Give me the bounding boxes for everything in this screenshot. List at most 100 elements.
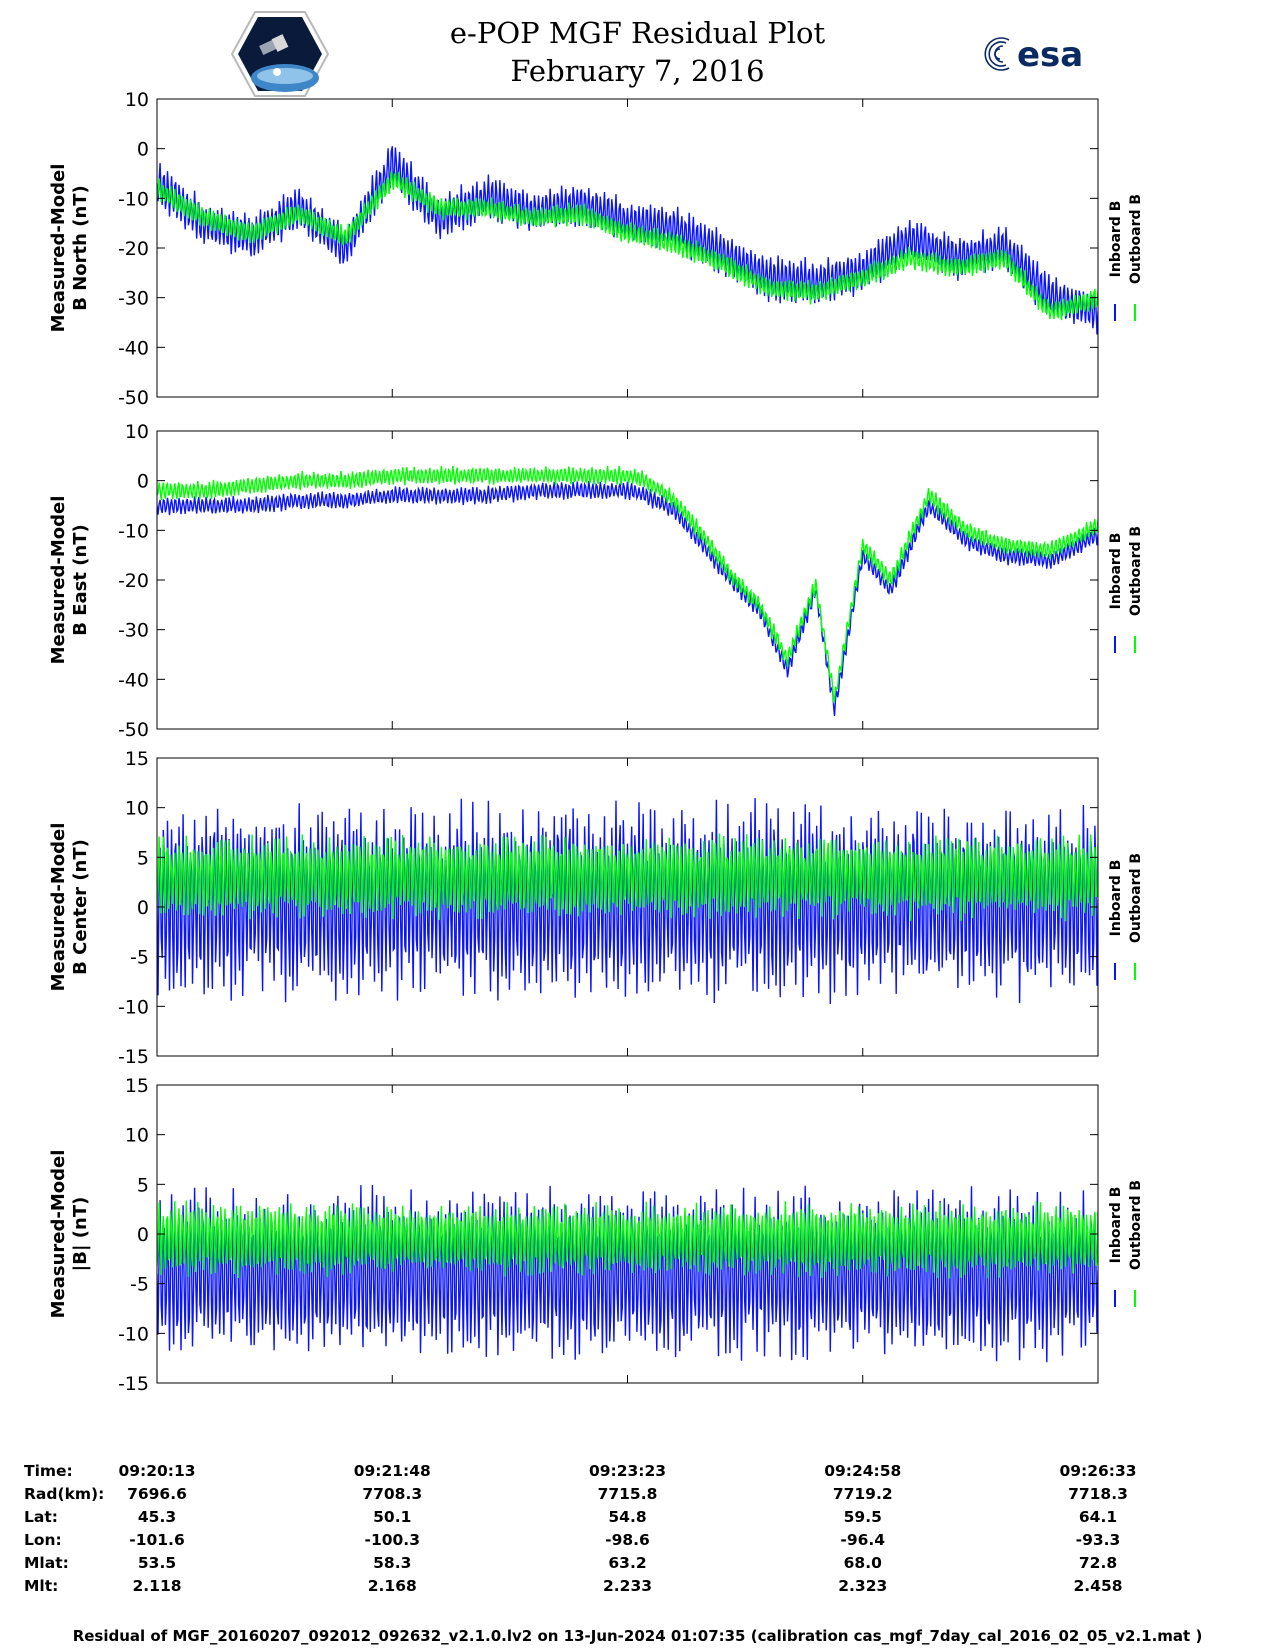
panel-4: 15 10 5 0 -5 -10 -15 Measured-Model|B| (nT) Inbo… (48, 1075, 1144, 1395)
info-row-label: Lon: (24, 1531, 62, 1549)
y-axis-label-line: |B| (nT) (70, 1197, 91, 1272)
info-cell: -98.6 (605, 1531, 650, 1549)
series-trace-inboard-b (157, 480, 1098, 717)
y-tick-label: 0 (137, 139, 149, 161)
info-cell: 2.118 (132, 1577, 182, 1595)
info-cell: 53.5 (137, 1554, 177, 1572)
info-cell: -96.4 (840, 1531, 886, 1549)
plot-title: e-POP MGF Residual Plot (449, 16, 826, 50)
y-tick-label: 10 (125, 89, 149, 111)
panel-2: 10 0 -10 -20 -30 -40 -50 Measured-ModelB East (… (48, 421, 1144, 741)
plot-title-block: e-POP MGF Residual Plot February 7, 2016 (0, 14, 1275, 90)
y-tick-label: 10 (125, 798, 149, 820)
legend-label: Inboard B (1108, 533, 1124, 610)
info-cell: 7718.3 (1068, 1485, 1128, 1503)
y-axis-label-line: Measured-Model (48, 823, 69, 992)
cassiope-logo (230, 11, 330, 97)
panel-3: 15 10 5 0 -5 -10 -15 Measured-ModelB Center (nT… (48, 748, 1144, 1068)
info-cell: 09:26:33 (1059, 1462, 1137, 1480)
legend-label: Outboard B (1128, 853, 1144, 943)
series-trace-outboard-b (157, 465, 1098, 705)
y-tick-label: -30 (118, 288, 149, 310)
info-cell: 7719.2 (832, 1485, 893, 1503)
y-tick-label: 15 (125, 1075, 149, 1097)
y-axis-label-line: B East (nT) (70, 524, 91, 636)
y-tick-label: 0 (137, 1224, 149, 1246)
y-tick-label: 5 (137, 847, 149, 869)
info-cell: 68.0 (843, 1554, 882, 1572)
y-axis-label-line: Measured-Model (48, 496, 69, 665)
panel-1: 10 0 -10 -20 -30 -40 -50 Measured-ModelB North … (48, 89, 1144, 409)
y-axis-label-line: B North (nT) (70, 185, 91, 311)
y-axis-label: Measured-Model|B| (nT) (48, 1150, 91, 1319)
info-cell: 09:21:48 (353, 1462, 431, 1480)
info-cell: 59.5 (843, 1508, 882, 1526)
info-cell: -100.3 (364, 1531, 420, 1549)
info-cell: -101.6 (129, 1531, 185, 1549)
legend-label: Inboard B (1108, 860, 1124, 937)
series-trace-outboard-b (157, 1200, 1098, 1279)
info-cell: 72.8 (1078, 1554, 1118, 1572)
info-cell: 09:24:58 (824, 1462, 902, 1480)
series-trace-outboard-b (157, 171, 1098, 321)
legend-label: Inboard B (1108, 1187, 1124, 1264)
series-trace-outboard-b (157, 833, 1098, 922)
y-tick-label: -5 (130, 1274, 149, 1296)
orbit-info-table: Time: 09:20:13 09:21:48 09:23:23 09:24:58 09:… (0, 1462, 1275, 1622)
y-tick-label: -40 (118, 337, 149, 359)
y-axis-label-line: B Center (nT) (70, 839, 91, 975)
y-tick-label: 15 (125, 748, 149, 770)
y-tick-label: -10 (118, 188, 149, 210)
info-row-label: Rad(km): (24, 1485, 105, 1503)
y-tick-label: -10 (118, 520, 149, 542)
y-axis-label-line: Measured-Model (48, 1150, 69, 1319)
legend-label: Outboard B (1128, 526, 1144, 616)
info-cell: 2.458 (1073, 1577, 1123, 1595)
info-cell: 58.3 (373, 1554, 412, 1572)
info-row-label: Time: (24, 1462, 73, 1480)
y-tick-label: 10 (125, 421, 149, 443)
info-cell: 64.1 (1078, 1508, 1118, 1526)
esa-logo: esa (984, 35, 1083, 75)
info-cell: 54.8 (608, 1508, 647, 1526)
y-tick-label: -10 (118, 996, 149, 1018)
y-tick-label: -15 (118, 1373, 149, 1395)
y-axis-label: Measured-ModelB North (nT) (48, 164, 91, 333)
series-trace-inboard-b (157, 798, 1098, 1005)
y-tick-label: -10 (118, 1323, 149, 1345)
info-cell: 7696.6 (127, 1485, 187, 1503)
info-cell: 50.1 (373, 1508, 412, 1526)
y-tick-label: -15 (118, 1046, 149, 1068)
info-row-label: Mlt: (24, 1577, 59, 1595)
y-tick-label: -20 (118, 570, 149, 592)
info-cell: 63.2 (608, 1554, 647, 1572)
info-row-label: Mlat: (24, 1554, 69, 1572)
legend-label: Outboard B (1128, 194, 1144, 284)
y-axis-label: Measured-ModelB Center (nT) (48, 823, 91, 992)
y-tick-label: 5 (137, 1174, 149, 1196)
y-tick-label: -50 (118, 719, 149, 741)
y-tick-label: 0 (137, 471, 149, 493)
info-cell: 2.168 (367, 1577, 417, 1595)
info-cell: 2.323 (838, 1577, 888, 1595)
info-cell: 7715.8 (597, 1485, 658, 1503)
footer-caption: Residual of MGF_20160207_092012_092632_v… (72, 1627, 1203, 1645)
info-cell: 09:20:13 (118, 1462, 196, 1480)
legend-label: Outboard B (1128, 1180, 1144, 1270)
y-tick-label: -40 (118, 669, 149, 691)
esa-wordmark: esa (1017, 35, 1083, 75)
info-cell: 2.233 (602, 1577, 653, 1595)
info-row-label: Lat: (24, 1508, 58, 1526)
y-tick-label: -20 (118, 238, 149, 260)
y-tick-label: 0 (137, 897, 149, 919)
info-cell: -93.3 (1075, 1531, 1121, 1549)
series-trace-inboard-b (157, 1184, 1098, 1363)
plot-date: February 7, 2016 (510, 54, 765, 88)
legend-label: Inboard B (1108, 201, 1124, 278)
y-tick-label: -50 (118, 387, 149, 409)
info-cell: 45.3 (137, 1508, 177, 1526)
series-trace-inboard-b (157, 146, 1098, 335)
y-axis-label-line: Measured-Model (48, 164, 69, 333)
y-tick-label: 10 (125, 1125, 149, 1147)
